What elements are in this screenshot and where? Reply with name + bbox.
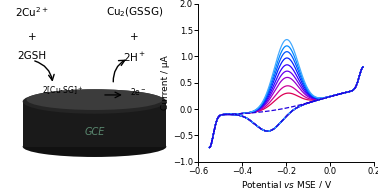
Text: Cu$_2$(GSSG): Cu$_2$(GSSG) [105,6,163,19]
X-axis label: Potential $vs$ MSE / V: Potential $vs$ MSE / V [240,179,332,188]
Text: 2[Cu-SG]$^+$: 2[Cu-SG]$^+$ [42,84,83,97]
Text: GCE: GCE [84,127,105,137]
Text: 2e$^-$: 2e$^-$ [130,86,147,97]
Polygon shape [23,102,166,147]
Ellipse shape [26,89,163,110]
Ellipse shape [23,89,166,114]
Text: +: + [28,32,36,42]
Text: 2GSH: 2GSH [17,51,47,61]
Text: 2H$^+$: 2H$^+$ [122,51,146,64]
Y-axis label: Current / μA: Current / μA [161,55,170,110]
Ellipse shape [23,136,166,157]
Text: +: + [130,32,138,42]
Text: 2Cu$^{2+}$: 2Cu$^{2+}$ [15,6,49,19]
